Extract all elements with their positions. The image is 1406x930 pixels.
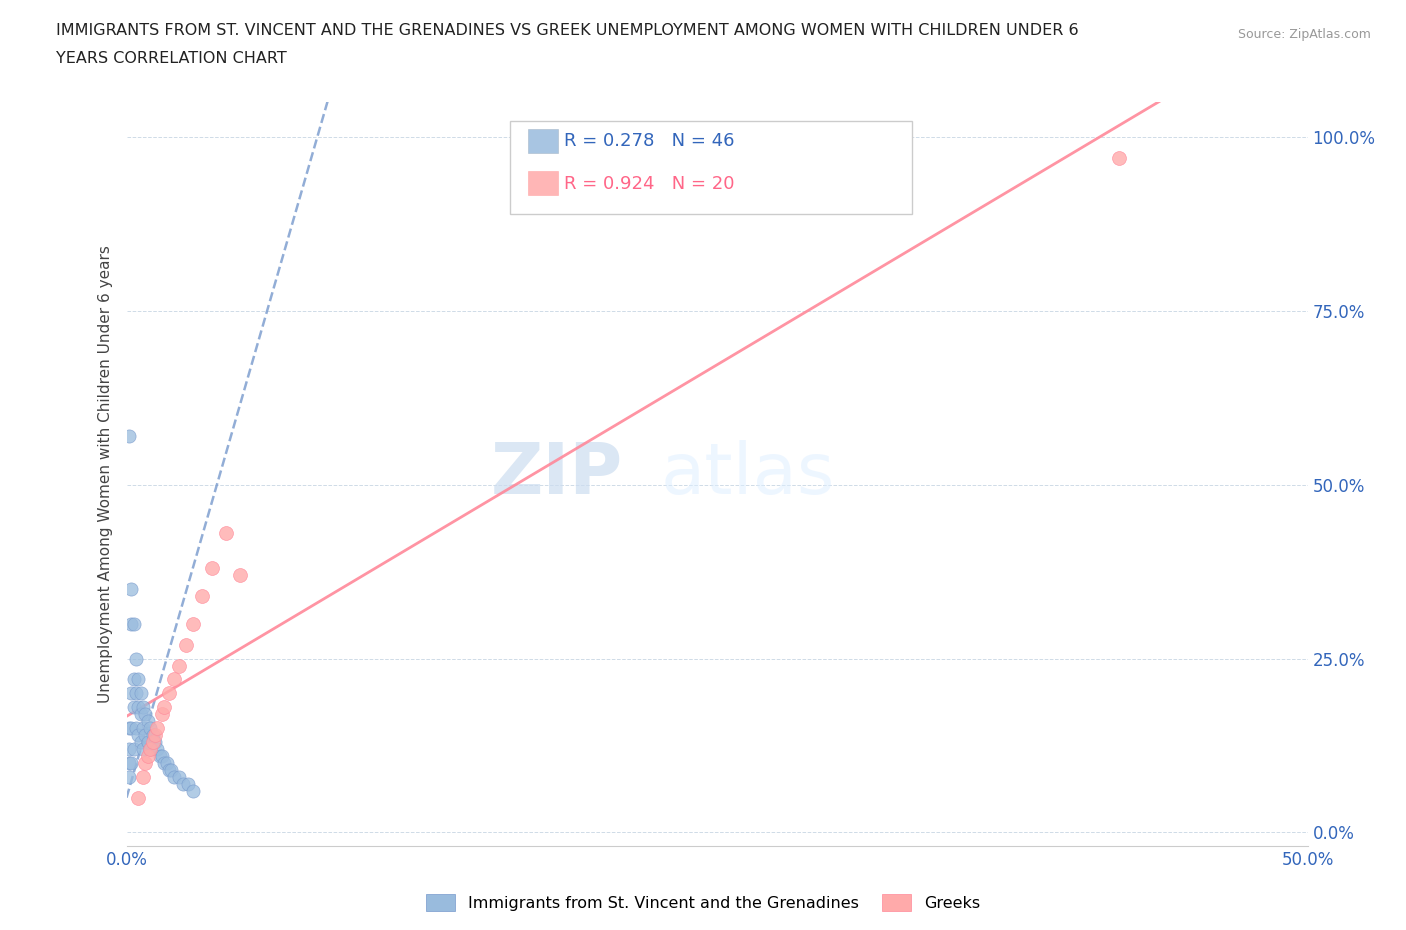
Text: IMMIGRANTS FROM ST. VINCENT AND THE GRENADINES VS GREEK UNEMPLOYMENT AMONG WOMEN: IMMIGRANTS FROM ST. VINCENT AND THE GREN…: [56, 23, 1078, 38]
Point: [181, 617, 204, 631]
Point: [118, 769, 141, 784]
Point: [129, 707, 152, 722]
Point: [122, 699, 145, 714]
Point: [120, 721, 142, 736]
Point: [150, 749, 173, 764]
Legend: Immigrants from St. Vincent and the Grenadines, Greeks: Immigrants from St. Vincent and the Gren…: [419, 887, 987, 917]
Point: [139, 721, 162, 736]
Point: [122, 741, 145, 756]
Text: R = 0.924   N = 20: R = 0.924 N = 20: [564, 175, 734, 193]
Point: [129, 686, 152, 701]
Point: [120, 755, 142, 770]
Point: [153, 755, 176, 770]
Point: [153, 699, 176, 714]
Point: [132, 699, 155, 714]
Text: Source: ZipAtlas.com: Source: ZipAtlas.com: [1237, 28, 1371, 41]
Point: [127, 672, 149, 687]
Point: [134, 707, 156, 722]
Point: [127, 790, 149, 805]
Point: [118, 721, 141, 736]
Point: [156, 755, 179, 770]
Point: [127, 727, 149, 742]
Point: [132, 769, 155, 784]
Point: [174, 637, 197, 652]
Point: [132, 721, 155, 736]
Point: [215, 526, 238, 541]
Point: [134, 755, 156, 770]
Point: [1108, 151, 1130, 166]
Point: [125, 686, 148, 701]
Point: [143, 727, 166, 742]
Point: [122, 617, 145, 631]
Point: [163, 672, 186, 687]
Point: [139, 741, 162, 756]
Point: [149, 749, 172, 764]
Point: [177, 777, 200, 791]
Point: [157, 763, 180, 777]
Point: [120, 617, 142, 631]
Point: [120, 581, 142, 596]
Bar: [529, 129, 558, 153]
Point: [146, 721, 169, 736]
Point: [139, 741, 162, 756]
FancyBboxPatch shape: [510, 121, 912, 214]
Point: [118, 741, 141, 756]
Point: [200, 561, 222, 576]
Point: [141, 735, 163, 750]
Point: [125, 721, 148, 736]
Point: [181, 783, 204, 798]
Text: YEARS CORRELATION CHART: YEARS CORRELATION CHART: [56, 51, 287, 66]
Point: [163, 769, 186, 784]
Point: [122, 672, 145, 687]
Point: [143, 735, 166, 750]
Text: ZIP: ZIP: [491, 440, 623, 509]
Point: [125, 651, 148, 666]
Point: [141, 727, 163, 742]
Point: [157, 686, 180, 701]
Point: [136, 735, 159, 750]
Point: [150, 707, 173, 722]
Point: [191, 589, 214, 604]
Y-axis label: Unemployment Among Women with Children Under 6 years: Unemployment Among Women with Children U…: [97, 246, 112, 703]
Point: [167, 658, 190, 673]
Text: R = 0.278   N = 46: R = 0.278 N = 46: [564, 132, 734, 150]
Point: [134, 727, 156, 742]
Point: [172, 777, 194, 791]
Text: atlas: atlas: [661, 440, 835, 509]
Point: [136, 713, 159, 728]
Point: [136, 749, 159, 764]
Bar: [529, 171, 558, 195]
Point: [118, 755, 141, 770]
Point: [229, 567, 252, 582]
Point: [160, 763, 183, 777]
Point: [167, 769, 190, 784]
Point: [132, 741, 155, 756]
Point: [129, 735, 152, 750]
Point: [118, 429, 141, 444]
Point: [120, 686, 142, 701]
Point: [146, 741, 169, 756]
Point: [127, 699, 149, 714]
